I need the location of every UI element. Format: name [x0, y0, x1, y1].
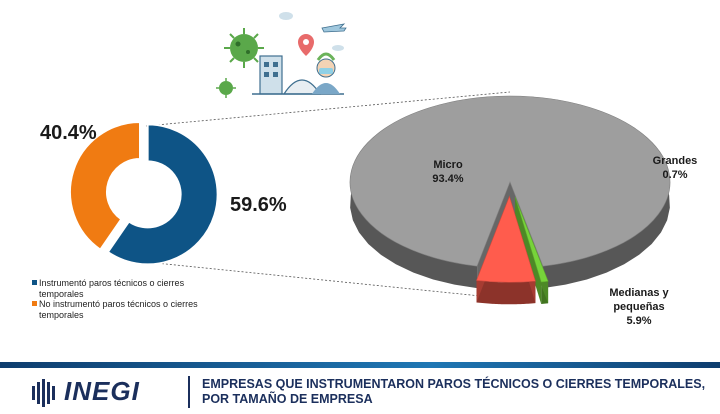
legend-swatch-orange	[32, 301, 37, 306]
legend-label: Instrumentó paros técnicos o cierres tem…	[39, 278, 185, 299]
pie-slice-side-2	[476, 280, 536, 305]
covid-illustration-icon	[216, 12, 347, 98]
donut-chart	[69, 120, 219, 266]
pie-data-label-grandes: Grandes 0.7%	[640, 154, 710, 182]
donut-slice-1	[69, 120, 141, 252]
donut-data-label-no-instrumento: 40.4%	[40, 122, 97, 144]
chart-canvas	[69, 91, 671, 305]
legend-label: No instrumentó paros técnicos o cierres …	[39, 299, 198, 320]
legend-item-instrumento: Instrumentó paros técnicos o cierres tem…	[32, 278, 222, 300]
donut-data-label-instrumento: 59.6%	[230, 194, 287, 216]
footer-accent-bar	[0, 362, 720, 368]
pie-label-grandes-value: 0.7%	[662, 169, 688, 181]
pie-label-medianas-name: Medianas y pequeñas	[609, 287, 669, 313]
pie-slice-medianas-y-pequeñas	[476, 195, 536, 283]
virus-icon	[216, 78, 236, 98]
pie-3d-chart	[349, 95, 671, 305]
virus-icon	[224, 28, 264, 68]
pie-slice-micro	[349, 95, 671, 267]
pie-label-micro-value: 93.4%	[432, 173, 464, 185]
footer: INEGI EMPRESAS QUE INSTRUMENTARON PAROS …	[0, 362, 720, 414]
zoom-connector-lines	[145, 91, 521, 301]
pie-label-medianas-value: 5.9%	[626, 315, 652, 327]
legend-swatch-blue	[32, 280, 37, 285]
legend-item-no-instrumento: No instrumentó paros técnicos o cierres …	[32, 299, 222, 321]
pie-slice-wall-1-1	[515, 197, 542, 304]
pie-label-grandes-name: Grandes	[652, 155, 698, 167]
inegi-logo-icon	[32, 379, 55, 407]
zoom-line-top	[145, 91, 511, 127]
pie-data-label-micro: Micro 93.4%	[418, 158, 478, 186]
airplane-icon	[321, 23, 347, 33]
pie-data-label-medianas: Medianas y pequeñas 5.9%	[596, 286, 682, 328]
donut-slice-0	[106, 123, 219, 266]
pie-slice-grandes	[514, 197, 549, 283]
location-pin-icon	[298, 34, 314, 56]
footer-title: EMPRESAS QUE INSTRUMENTARON PAROS TÉCNIC…	[202, 377, 706, 406]
zoom-line-bottom	[145, 261, 521, 301]
inegi-logo-text: INEGI	[64, 376, 140, 406]
person-mask-icon	[312, 52, 340, 94]
pie-label-micro-name: Micro	[433, 159, 463, 171]
footer-divider	[188, 376, 190, 408]
